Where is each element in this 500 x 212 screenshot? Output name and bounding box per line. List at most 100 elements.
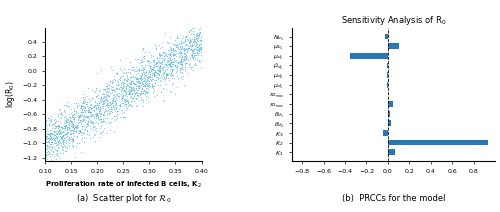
Point: [66, 118, 74, 121]
Point: [51, 120, 59, 124]
Point: [172, 74, 180, 78]
Point: [138, 86, 146, 89]
Point: [110, 96, 118, 99]
Point: [168, 64, 175, 68]
Point: [126, 81, 134, 85]
Point: [188, 22, 196, 26]
Point: [100, 98, 108, 101]
Point: [173, 70, 181, 73]
Point: [48, 131, 56, 135]
Point: [110, 74, 118, 78]
Point: [144, 59, 152, 63]
Point: [114, 110, 122, 113]
Point: [118, 101, 126, 104]
Point: [190, 39, 198, 42]
Point: [140, 89, 148, 92]
Point: [80, 118, 88, 121]
Point: [114, 83, 122, 86]
Point: [92, 139, 100, 142]
Point: [117, 83, 125, 87]
Point: [188, 51, 196, 55]
Point: [88, 96, 96, 99]
Point: [111, 99, 119, 103]
Point: [95, 119, 103, 122]
Point: [154, 93, 162, 97]
Point: [123, 77, 131, 80]
Point: [92, 86, 100, 89]
Point: [76, 115, 84, 118]
Point: [160, 54, 168, 57]
Point: [78, 131, 86, 135]
Point: [76, 110, 84, 113]
Point: [60, 131, 68, 134]
Point: [196, 47, 203, 50]
Point: [164, 68, 172, 71]
Point: [110, 88, 118, 91]
Point: [142, 80, 150, 83]
Point: [65, 137, 73, 140]
Point: [120, 97, 128, 100]
Point: [107, 84, 115, 88]
Point: [45, 132, 53, 135]
Point: [184, 37, 192, 40]
Point: [51, 165, 59, 168]
Point: [70, 128, 78, 131]
Point: [160, 77, 168, 80]
Point: [94, 102, 102, 105]
Point: [115, 82, 123, 85]
Point: [116, 105, 124, 108]
Point: [108, 120, 116, 124]
Point: [54, 135, 62, 138]
Point: [62, 119, 70, 122]
Point: [196, 42, 204, 45]
Point: [150, 70, 158, 74]
Point: [68, 141, 76, 144]
Point: [44, 138, 52, 142]
Point: [180, 57, 188, 60]
Point: [119, 86, 127, 89]
Point: [169, 67, 177, 70]
Point: [138, 72, 146, 75]
Point: [137, 59, 145, 62]
Point: [156, 47, 164, 50]
Point: [172, 70, 180, 73]
Point: [86, 120, 94, 123]
Point: [100, 100, 108, 104]
Point: [92, 107, 100, 110]
Point: [118, 84, 126, 88]
Point: [134, 84, 142, 87]
Point: [52, 127, 60, 130]
Point: [57, 141, 65, 145]
Point: [59, 140, 67, 144]
Point: [124, 82, 132, 85]
Point: [54, 144, 62, 147]
Point: [52, 147, 60, 151]
Point: [90, 133, 98, 136]
Point: [119, 90, 127, 93]
Point: [162, 64, 170, 67]
Point: [86, 102, 94, 106]
Point: [86, 103, 94, 107]
Point: [126, 88, 134, 92]
Point: [184, 39, 192, 42]
Point: [81, 105, 89, 109]
Point: [118, 83, 126, 86]
Point: [182, 50, 190, 54]
Point: [176, 68, 184, 71]
Point: [56, 131, 64, 135]
Point: [58, 127, 66, 130]
Point: [62, 133, 70, 136]
Point: [144, 71, 152, 74]
Point: [168, 60, 176, 63]
Point: [192, 54, 200, 57]
Text: (a)  Scatter plot for $\mathcal{R}_0$: (a) Scatter plot for $\mathcal{R}_0$: [76, 192, 171, 205]
Point: [112, 86, 120, 89]
Point: [176, 42, 184, 45]
Point: [70, 115, 78, 119]
Point: [106, 104, 114, 107]
Point: [94, 104, 102, 107]
Point: [112, 116, 120, 119]
Point: [157, 79, 165, 82]
Point: [47, 138, 55, 142]
Point: [108, 68, 116, 72]
